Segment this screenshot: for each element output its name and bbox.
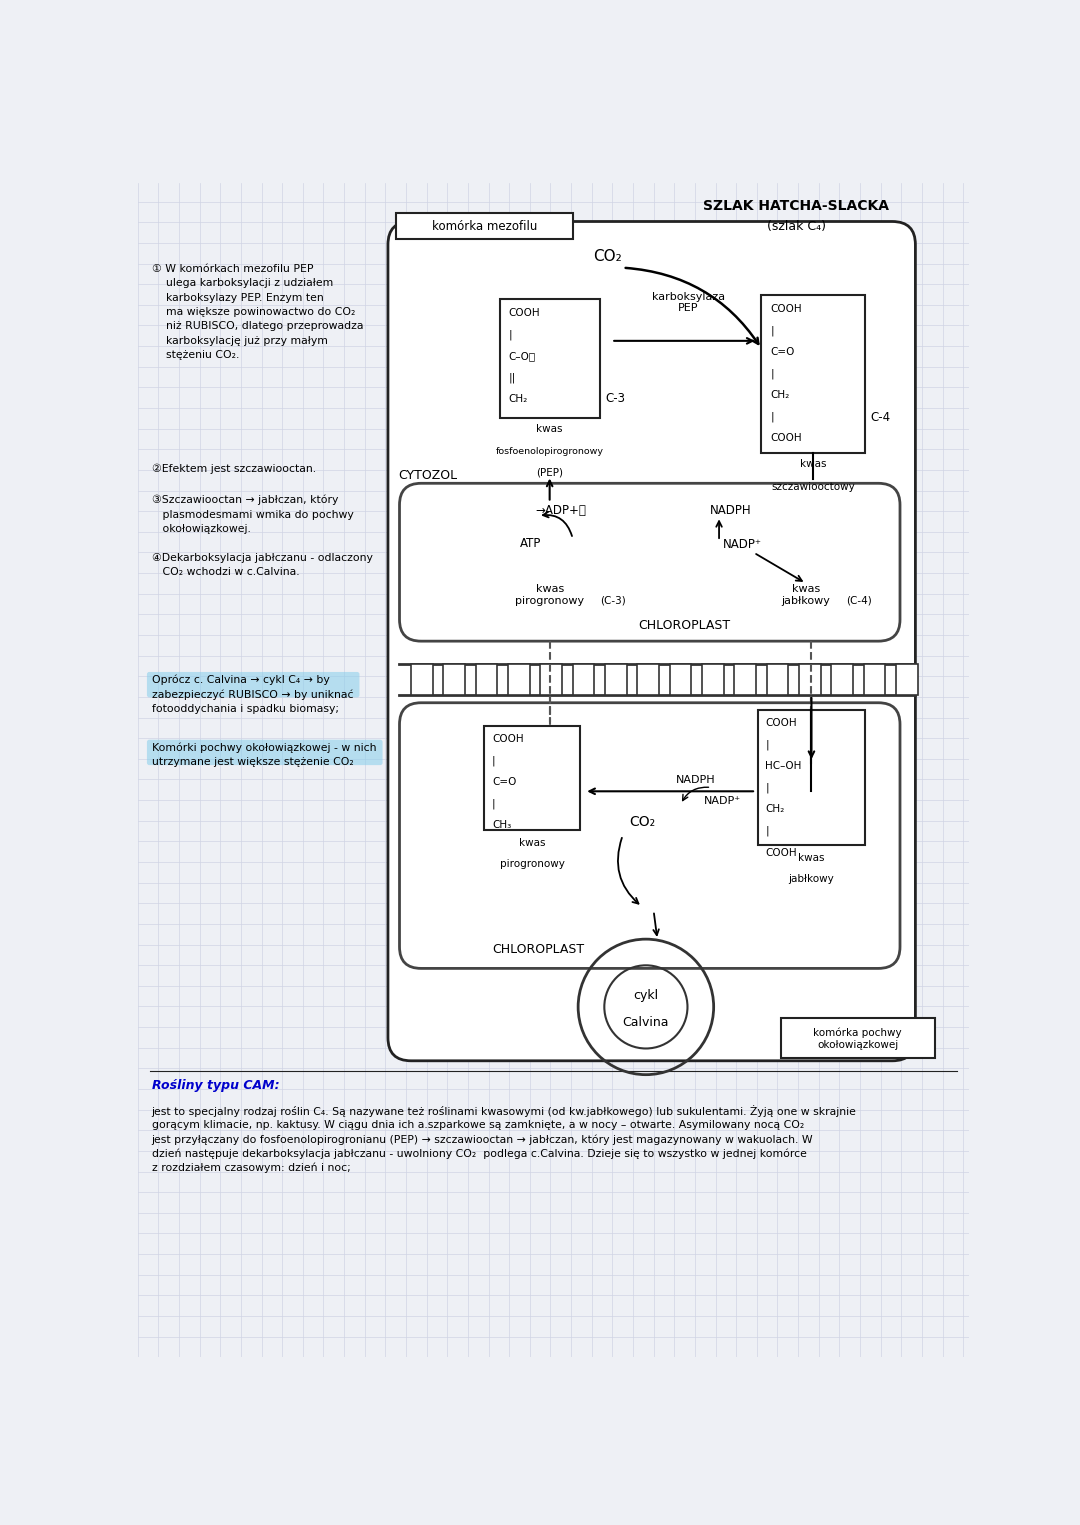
Text: fosfoenolopirogronowy: fosfoenolopirogronowy: [496, 447, 604, 456]
Bar: [444, 665, 465, 695]
Text: Calvina: Calvina: [623, 1016, 670, 1029]
Text: kwas: kwas: [798, 852, 825, 863]
Text: COOH: COOH: [766, 848, 797, 857]
Bar: [637, 665, 659, 695]
Text: |: |: [491, 755, 496, 766]
Text: |: |: [771, 412, 774, 422]
Bar: [475, 665, 497, 695]
Text: SZLAK HATCHA-SLACKA: SZLAK HATCHA-SLACKA: [703, 200, 889, 214]
Text: Komórki pochwy okołowiązkowej - w nich
utrzymane jest większe stężenie CO₂: Komórki pochwy okołowiązkowej - w nich u…: [151, 743, 376, 767]
Text: CH₃: CH₃: [491, 820, 511, 830]
Bar: [832, 665, 853, 695]
Text: cykl: cykl: [633, 988, 659, 1002]
Bar: [572, 665, 594, 695]
Bar: [605, 665, 626, 695]
Text: |: |: [766, 740, 769, 750]
Text: |: |: [771, 369, 774, 380]
Text: ②Efektem jest szczawiooctan.: ②Efektem jest szczawiooctan.: [151, 464, 315, 474]
Text: (C-3): (C-3): [599, 595, 625, 605]
Text: COOH: COOH: [491, 734, 524, 744]
Bar: [702, 665, 724, 695]
Bar: [508, 665, 529, 695]
Text: kwas
pirogronowy: kwas pirogronowy: [515, 584, 584, 605]
Text: kwas
jabłkowy: kwas jabłkowy: [782, 584, 831, 605]
Text: (szlak C₄): (szlak C₄): [767, 221, 825, 233]
Text: Oprócz c. Calvina → cykl C₄ → by
zabezpieczyć RUBISCO → by uniknać
fotooddychani: Oprócz c. Calvina → cykl C₄ → by zabezpi…: [151, 674, 353, 714]
FancyBboxPatch shape: [147, 740, 382, 766]
Text: CH₂: CH₂: [771, 390, 789, 400]
Text: CYTOZOL: CYTOZOL: [397, 470, 457, 482]
Text: NADP⁺: NADP⁺: [704, 796, 742, 807]
Bar: [411, 665, 433, 695]
Bar: [500, 299, 599, 418]
FancyBboxPatch shape: [147, 673, 360, 697]
Text: |: |: [766, 782, 769, 793]
Bar: [799, 665, 821, 695]
Text: |: |: [766, 827, 769, 836]
Text: C-3: C-3: [605, 392, 625, 406]
Text: COOH: COOH: [766, 718, 797, 727]
Text: COOH: COOH: [771, 303, 802, 314]
Text: COOH: COOH: [509, 308, 540, 317]
Text: Rośliny typu CAM:: Rośliny typu CAM:: [151, 1078, 280, 1092]
FancyBboxPatch shape: [400, 703, 900, 968]
Text: ||: ||: [509, 372, 516, 383]
Text: NADPH: NADPH: [710, 503, 752, 517]
Text: COOH: COOH: [771, 433, 802, 444]
Text: (PEP): (PEP): [536, 468, 563, 477]
Text: CH₂: CH₂: [766, 804, 784, 814]
Text: kwas: kwas: [519, 837, 545, 848]
Text: HC–OH: HC–OH: [766, 761, 801, 772]
FancyBboxPatch shape: [400, 483, 900, 640]
Text: szczawiooctowy: szczawiooctowy: [771, 482, 855, 491]
Text: C=O: C=O: [771, 348, 795, 357]
Bar: [734, 665, 756, 695]
Text: |: |: [771, 325, 774, 336]
Text: CH₂: CH₂: [509, 393, 528, 404]
Text: ④Dekarboksylacja jabłczanu - odlaczony
   CO₂ wchodzi w c.Calvina.: ④Dekarboksylacja jabłczanu - odlaczony C…: [151, 552, 373, 576]
Text: CHLOROPLAST: CHLOROPLAST: [492, 942, 584, 956]
Text: jabłkowy: jabłkowy: [788, 874, 835, 884]
Text: (C-4): (C-4): [846, 595, 872, 605]
Text: →ADP+Ⓟ: →ADP+Ⓟ: [536, 503, 586, 517]
Text: komórka mezofilu: komórka mezofilu: [432, 220, 537, 233]
Text: C-4: C-4: [870, 412, 891, 424]
Text: C–OⓅ: C–OⓅ: [509, 351, 536, 361]
Bar: [757, 711, 865, 845]
Bar: [670, 665, 691, 695]
Text: komórka pochwy
okołowiązkowej: komórka pochwy okołowiązkowej: [813, 1028, 902, 1049]
Bar: [761, 294, 865, 453]
Bar: [864, 665, 886, 695]
Bar: [395, 214, 572, 239]
Text: |: |: [509, 329, 513, 340]
Text: pirogronowy: pirogronowy: [500, 859, 565, 869]
Text: kwas: kwas: [537, 424, 563, 435]
Text: ③Szczawiooctan → jabłczan, który
   plasmodesmami wmika do pochwy
   okołowiązko: ③Szczawiooctan → jabłczan, który plasmod…: [151, 494, 353, 534]
Text: |: |: [491, 798, 496, 808]
Text: CHLOROPLAST: CHLOROPLAST: [638, 619, 730, 633]
Bar: [540, 665, 562, 695]
FancyBboxPatch shape: [388, 221, 916, 1061]
Text: C=O: C=O: [491, 776, 516, 787]
Bar: [484, 726, 580, 830]
Text: kwas: kwas: [800, 459, 826, 468]
Text: ATP: ATP: [519, 537, 541, 551]
Text: NADPH: NADPH: [676, 775, 716, 785]
Bar: [781, 1019, 934, 1058]
Text: ① W komórkach mezofilu PEP
    ulega karboksylacji z udziałem
    karboksylazy P: ① W komórkach mezofilu PEP ulega karboks…: [151, 264, 363, 360]
Text: karboksylaza
PEP: karboksylaza PEP: [651, 291, 725, 313]
Text: jest to specjalny rodzaj roślin C₄. Są nazywane też roślinami kwasowymi (od kw.j: jest to specjalny rodzaj roślin C₄. Są n…: [151, 1104, 856, 1173]
Bar: [896, 665, 918, 695]
Text: NADP⁺: NADP⁺: [723, 538, 761, 552]
Text: CO₂: CO₂: [629, 814, 656, 830]
Text: CO₂: CO₂: [593, 249, 622, 264]
Bar: [767, 665, 788, 695]
